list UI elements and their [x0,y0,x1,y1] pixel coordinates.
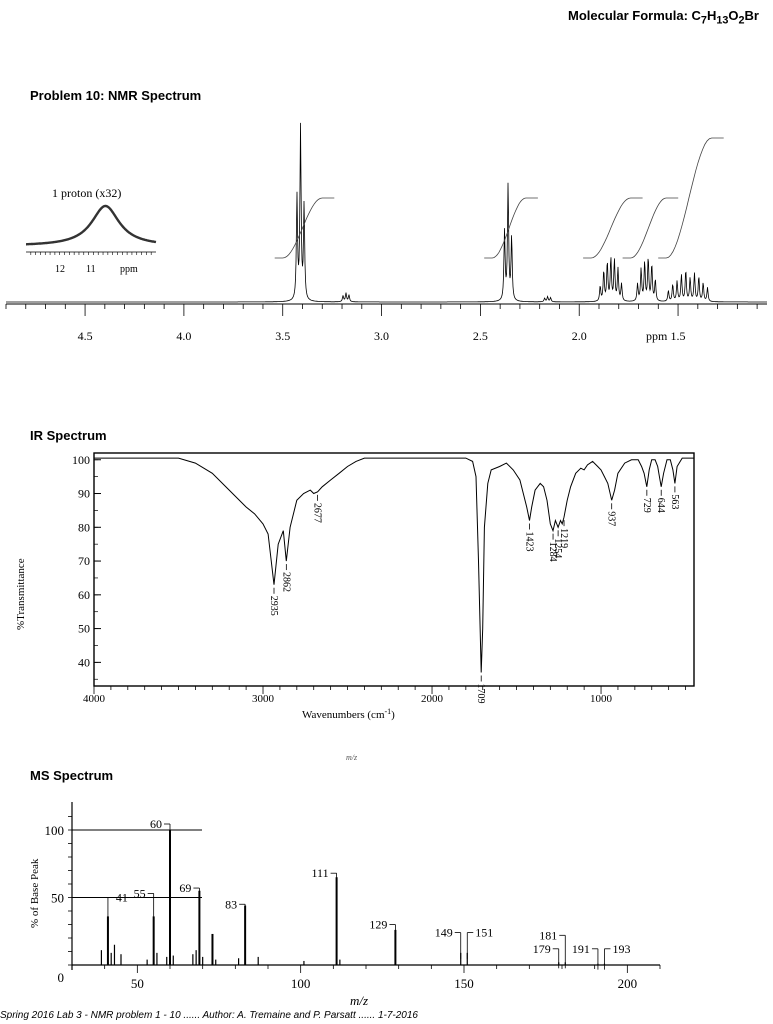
inset-tick-11: 11 [86,264,96,275]
ir-spectrum: 100 90 80 70 60 50 40 4000 3000 2000 1000 %Transm… [15,452,695,721]
ir-x-label: Wavenumbers (cm-1) [302,707,395,721]
ms-y-tick-label: 0 [58,970,65,985]
ms-peak-label: 55 [134,886,146,900]
inset-peak [26,204,157,246]
ms-x-tick-label: 200 [618,976,638,991]
ms-x-tick-label: 150 [454,976,474,991]
inset-tick-12: 12 [55,264,65,275]
ir-peak-label: 2862 [280,572,291,592]
nmr-tick-label: 4.5 [78,329,93,343]
nmr-tick-label: 2.5 [473,329,488,343]
nmr-axis-unit: ppm [646,329,668,343]
ir-y-tick-label: 70 [78,554,90,568]
ms-peak-label: 83 [225,897,237,911]
ms-peak-label: 193 [612,942,630,956]
nmr-tick-label: 3.5 [275,329,290,343]
inset-label: 1 proton (x32) [52,186,121,200]
ir-peak-label: 1709 [475,683,486,703]
ir-peak-label: 2935 [268,596,279,616]
ms-y-tick-label: 100 [45,823,65,838]
ir-peak-label: 937 [606,511,617,526]
nmr-integral [484,197,538,259]
ir-x-tick-label: 2000 [421,693,444,705]
molecular-formula: Molecular Formula: C7H13O2Br [568,8,759,27]
ir-peak-label: 563 [669,494,680,509]
ms-x-tick-label: 100 [291,976,311,991]
ms-y-tick-label: 50 [51,891,64,906]
ir-peak-label: 1254 [552,538,563,558]
nmr-inset: 1 proton (x32) 12 11 ppm [26,186,157,275]
ir-trace [94,457,694,673]
ir-y-tick-label: 40 [78,655,90,669]
ir-peak-label: 1423 [524,532,535,552]
ir-peak-label: 1219 [558,528,569,548]
ms-x-tick-label: 50 [131,976,144,991]
ir-y-tick-label: 60 [78,588,90,602]
ir-peak-label: 729 [641,498,652,513]
ms-peak-label: 151 [475,926,493,940]
nmr-spectrum: 4.5 4.0 3.5 3.0 2.5 2.0 1.5 ppm 1 proton (x32)… [5,122,767,343]
ir-y-tick-label: 100 [72,453,90,467]
nmr-title: Problem 10: NMR Spectrum [30,88,202,103]
ms-peak-label: 149 [435,926,453,940]
nmr-integral [658,137,724,259]
nmr-tick-label: 4.0 [176,329,191,343]
ms-peak-label: 191 [572,942,590,956]
inset-tick-ppm: ppm [120,264,138,275]
ms-peak-label: 179 [533,942,551,956]
ms-title: MS Spectrum [30,768,114,783]
ms-peak-label: 129 [369,918,387,932]
ir-x-tick-label: 3000 [252,693,275,705]
nmr-tick-label: 3.0 [374,329,389,343]
stray-label: m/z [346,753,358,762]
ir-peak-label: 1284 [547,542,558,562]
nmr-tick-label: 1.5 [671,329,686,343]
ir-x-tick-label: 4000 [83,693,106,705]
ir-peak-label: 2677 [312,503,323,523]
ms-peak-label: 111 [311,866,328,880]
footer-note: Spring 2016 Lab 3 - NMR problem 1 - 10 .… [0,1010,418,1021]
ir-x-tick-label: 1000 [590,693,613,705]
nmr-trace [6,122,767,303]
formula-value: C7H13O2Br [691,8,759,27]
ir-peak-label: 644 [655,498,666,513]
ir-y-tick-label: 50 [78,622,90,636]
nmr-integral [274,197,335,259]
ms-spectrum: 100 50 0 50 100 150 200 % of Base Peak m/z m/… [29,753,661,1008]
ir-title: IR Spectrum [30,428,107,443]
ms-peak-label: 60 [150,817,162,831]
ms-peak-label: 69 [179,881,191,895]
nmr-integral [583,197,643,259]
nmr-integral [622,197,679,259]
ir-y-tick-label: 80 [78,520,90,534]
ir-y-tick-label: 90 [78,487,90,501]
formula-label: Molecular Formula: [567,8,688,23]
ms-peak-label: 181 [539,928,557,942]
ir-y-label: %Transmittance [15,558,27,630]
ms-x-label: m/z [350,993,368,1008]
ms-peak-label: 41 [116,891,128,905]
ms-y-label: % of Base Peak [29,858,41,928]
ir-frame [93,452,695,687]
nmr-tick-label: 2.0 [572,329,587,343]
